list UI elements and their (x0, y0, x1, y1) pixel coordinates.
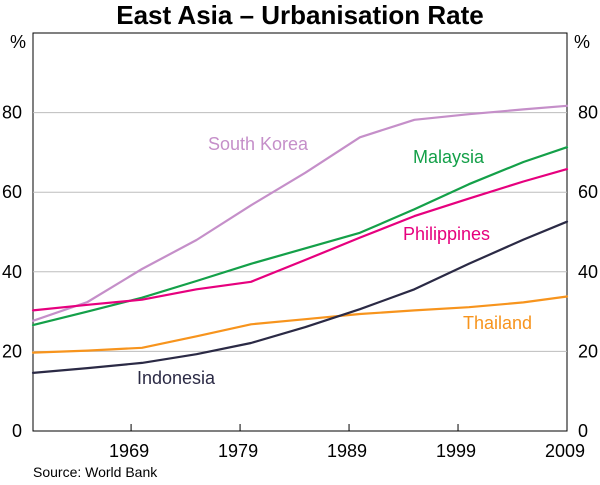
x-tick-label-1999: 1999 (436, 441, 476, 461)
label-south-korea: South Korea (208, 134, 309, 154)
series-line-south-korea (31, 104, 569, 322)
y-tick-left-60: 60 (2, 182, 22, 202)
y-tick-left-80: 80 (2, 103, 22, 123)
x-tick-label-1989: 1989 (327, 441, 367, 461)
y-tick-left-0: 0 (12, 421, 22, 441)
y-tick-right-40: 40 (578, 262, 598, 282)
y-unit-left: % (10, 32, 26, 52)
y-tick-right-80: 80 (578, 103, 598, 123)
label-malaysia: Malaysia (413, 147, 485, 167)
y-tick-right-20: 20 (578, 341, 598, 361)
y-tick-labels-left: 0 20 40 60 80 (2, 103, 22, 441)
label-indonesia: Indonesia (137, 368, 216, 388)
source-note: Source: World Bank (33, 464, 158, 480)
x-tick-label-1969: 1969 (109, 441, 149, 461)
plot-frame (32, 32, 568, 432)
y-tick-right-60: 60 (578, 182, 598, 202)
label-philippines: Philippines (403, 224, 490, 244)
series-line-philippines (31, 168, 569, 312)
series-line-indonesia (31, 220, 569, 374)
y-tick-labels-right: 0 20 40 60 80 (578, 103, 598, 441)
series-line-thailand (31, 295, 569, 354)
y-tick-left-40: 40 (2, 262, 22, 282)
x-tick-label-2009: 2009 (545, 441, 585, 461)
chart-title: East Asia – Urbanisation Rate (116, 0, 484, 30)
label-thailand: Thailand (463, 313, 532, 333)
y-unit-right: % (574, 32, 590, 52)
x-tick-labels: 1969 1979 1989 1999 2009 (109, 424, 585, 461)
y-tick-left-20: 20 (2, 341, 22, 361)
y-tick-right-0: 0 (578, 421, 588, 441)
series-lines (31, 104, 569, 374)
x-tick-label-1979: 1979 (218, 441, 258, 461)
